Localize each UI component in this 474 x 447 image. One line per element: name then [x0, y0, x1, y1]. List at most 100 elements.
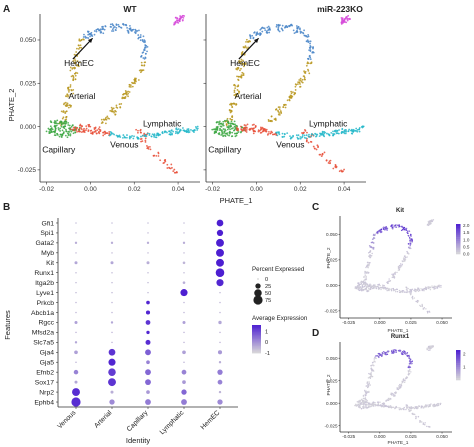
feature-cell-point	[417, 416, 420, 418]
cell-point-capillary	[222, 124, 225, 127]
cell-point-arterial	[278, 113, 281, 116]
cell-point-hemec	[139, 36, 142, 38]
dotplot-dot	[182, 350, 186, 355]
feature-cell-point	[377, 285, 379, 288]
cell-point-capillary	[61, 134, 64, 137]
feature-cell-point	[362, 394, 365, 397]
cell-point-hemec	[275, 25, 278, 28]
cell-point-capillary	[233, 132, 236, 135]
feature-colorbar-step	[456, 239, 461, 242]
cell-point-lymphatic	[141, 134, 144, 137]
cell-point-arterial	[267, 120, 270, 123]
cell-point-hemec	[142, 35, 145, 38]
feature-cell-point	[362, 404, 365, 406]
cell-point-venous	[270, 130, 273, 133]
dotplot-dot	[146, 241, 150, 245]
feature-cell-point	[430, 403, 432, 405]
feature-cell-point	[428, 349, 430, 351]
dotplot-dot	[218, 390, 222, 394]
cell-point-hemec	[95, 28, 98, 31]
legend-size-label: 50	[265, 291, 271, 297]
feature-cell-point	[410, 371, 412, 373]
dotplot-dot	[111, 291, 113, 294]
feature-cell-point	[372, 234, 375, 237]
feature-label: Sox17	[35, 379, 54, 386]
feature-colorbar-step	[456, 372, 461, 375]
cell-point-venous	[69, 128, 72, 130]
cell-point-lymphatic	[303, 136, 306, 139]
feature-cell-point	[354, 404, 356, 407]
feature-cell-point	[397, 388, 400, 391]
feature-cell-point	[383, 402, 386, 405]
feature-cell-point	[397, 349, 400, 352]
cell-point-arterial	[303, 76, 306, 79]
panel-a-xlabel: PHATE_1	[220, 196, 253, 205]
cell-point-other	[341, 18, 343, 21]
cell-point-hemec	[93, 33, 96, 36]
cell-point-lymphatic	[168, 133, 171, 136]
cell-point-arterial	[63, 102, 66, 105]
feature-colorbar-step	[456, 370, 461, 373]
dotplot-dot	[111, 271, 113, 274]
feature-cell-point	[410, 233, 412, 236]
feature-cell-point	[364, 397, 367, 399]
feature-cell-point	[373, 360, 375, 362]
cell-point-arterial	[103, 119, 106, 121]
cell-point-hemec	[306, 57, 309, 60]
cell-point-hemec	[96, 28, 99, 31]
cell-point-lymphatic	[343, 130, 346, 133]
feature-cell-point	[379, 230, 381, 232]
feature-cell-point	[404, 351, 406, 354]
cell-point-arterial	[229, 111, 232, 114]
cell-point-venous	[262, 127, 265, 130]
cell-point-arterial	[303, 70, 305, 73]
cell-point-capillary	[59, 130, 61, 132]
cell-point-venous	[103, 133, 106, 136]
cell-point-arterial	[298, 79, 301, 81]
panel-d-ylabel: PHATE_2	[326, 374, 332, 395]
cell-point-arterial	[128, 83, 131, 86]
feature-cell-point	[409, 366, 412, 368]
cell-point-venous	[98, 126, 101, 128]
hemec-arrowhead	[253, 38, 259, 44]
feature-cell-point	[419, 421, 421, 423]
cell-point-hemec	[144, 46, 146, 49]
legend-colorbar-step	[252, 340, 261, 343]
cell-point-venous	[307, 141, 310, 144]
cell-point-venous	[76, 130, 78, 133]
feature-cell-point	[364, 281, 367, 283]
cell-point-hemec	[82, 36, 85, 38]
feature-label: Kit	[46, 260, 54, 267]
feature-cell-point	[362, 402, 365, 404]
cell-point-arterial	[78, 39, 81, 42]
feature-cell-point	[409, 245, 411, 247]
cell-point-other	[340, 21, 343, 24]
facet-title-wt: WT	[123, 4, 137, 14]
cell-point-venous	[73, 126, 75, 129]
cell-point-arterial	[303, 75, 306, 78]
feature-cell-point	[368, 382, 370, 385]
feature-colorbar-step	[456, 225, 461, 229]
cell-point-venous	[135, 128, 138, 131]
dotplot-dot	[147, 271, 149, 274]
feature-y-tick-label: -0.025	[324, 423, 337, 428]
feature-cell-point	[402, 352, 405, 354]
feature-colorbar-step	[456, 374, 461, 377]
feature-cell-point	[382, 227, 384, 229]
feature-cell-point	[360, 287, 363, 289]
feature-cell-point	[392, 406, 395, 409]
feature-cell-point	[409, 242, 412, 245]
cell-point-arterial	[104, 122, 107, 125]
cell-point-capillary	[215, 121, 218, 124]
panel-a-y-tick-label: 0.025	[20, 80, 37, 87]
feature-cell-point	[409, 359, 411, 361]
cell-point-arterial	[236, 75, 238, 78]
feature-cell-point	[415, 417, 417, 420]
cell-point-lymphatic	[168, 130, 171, 133]
feature-cell-point	[408, 370, 411, 372]
cell-point-capillary	[232, 127, 234, 129]
feature-cell-point	[387, 406, 390, 409]
feature-cell-point	[358, 283, 361, 286]
cell-point-hemec	[115, 24, 118, 26]
feature-label: Gfi1	[42, 220, 55, 227]
